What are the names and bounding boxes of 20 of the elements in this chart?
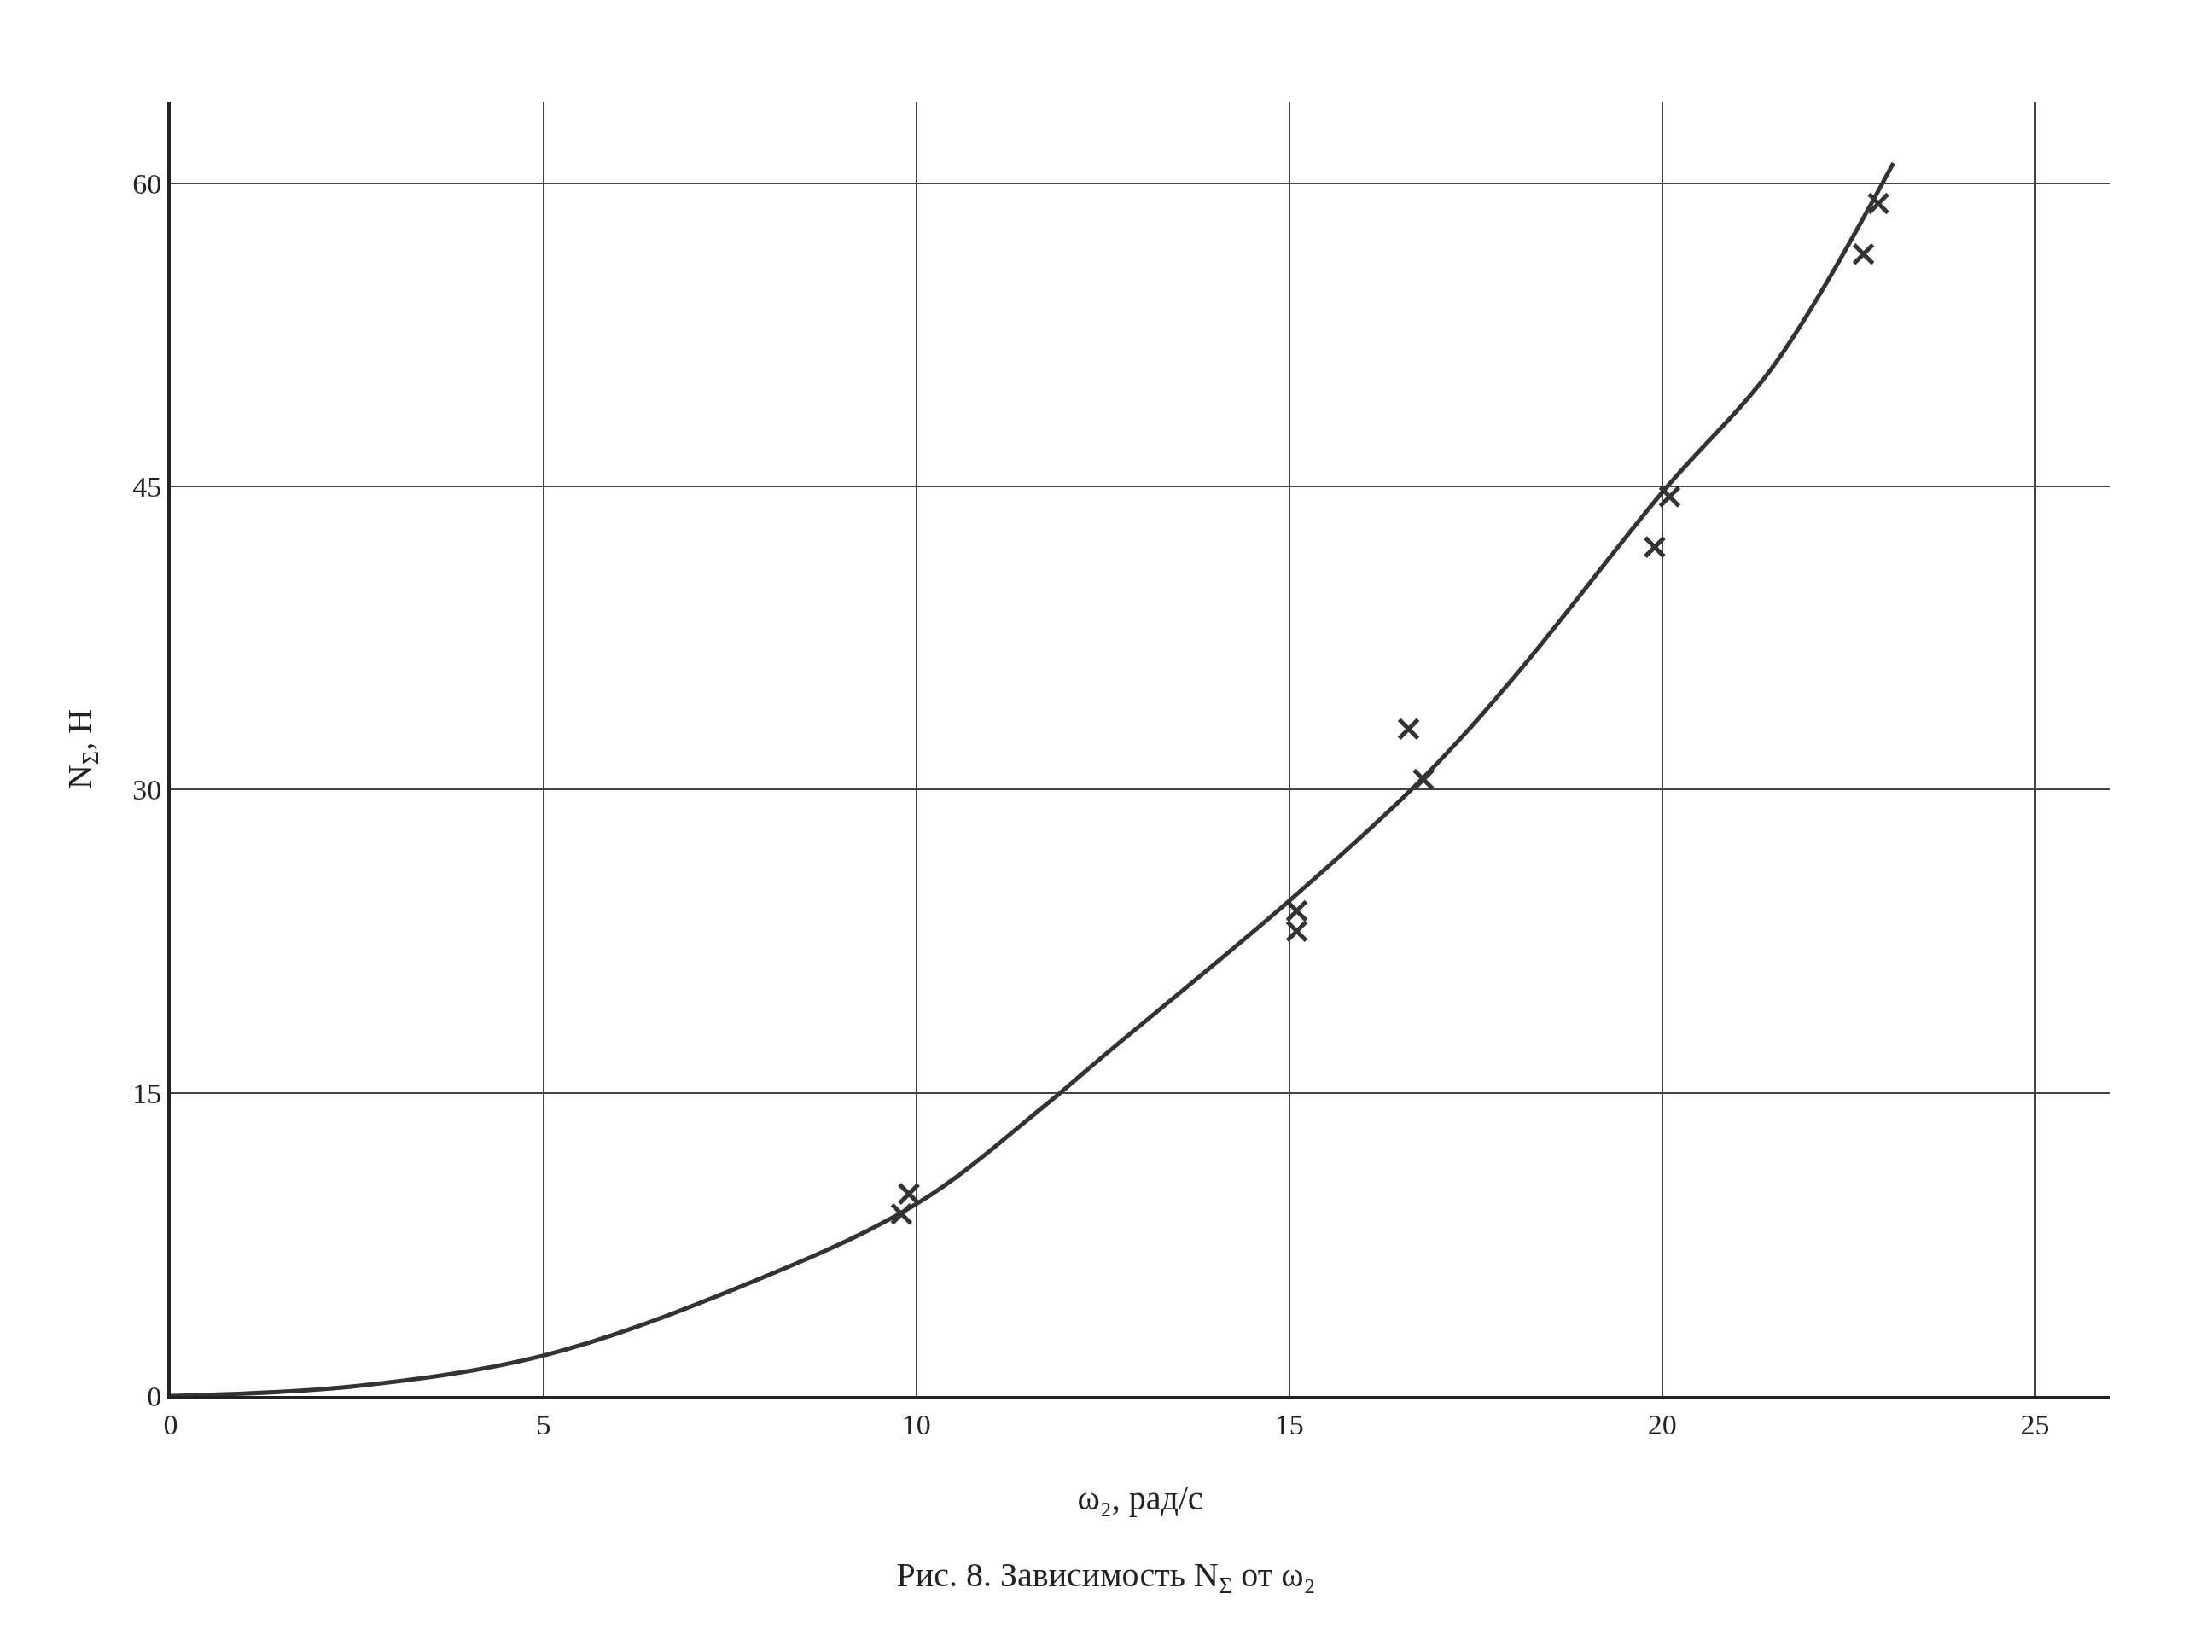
y-tick-label: 60 [132,167,162,200]
point [1285,899,1309,922]
point [1643,535,1667,559]
y-tick-label: 0 [147,1380,162,1412]
point [1285,919,1309,943]
point [1866,191,1890,215]
x-axis-title: ω₂, рад/с [1077,1479,1203,1517]
y-tick-label: 45 [132,470,162,503]
text: Рис. 8. Зависимость N$_{Σ}$ от ω₂ [896,1555,1316,1598]
point [1852,242,1876,266]
x-tick-label: 5 [536,1408,551,1440]
x-tick-label: 15 [1274,1408,1304,1440]
x-tick-label: 10 [901,1408,931,1440]
y-tick-label: 15 [132,1077,162,1109]
y-tick-label: 30 [132,774,162,806]
point [897,1182,921,1206]
point [1397,717,1421,741]
point [889,1202,913,1226]
x-tick-label: 20 [1647,1408,1677,1440]
x-tick-label: 25 [2020,1408,2050,1440]
